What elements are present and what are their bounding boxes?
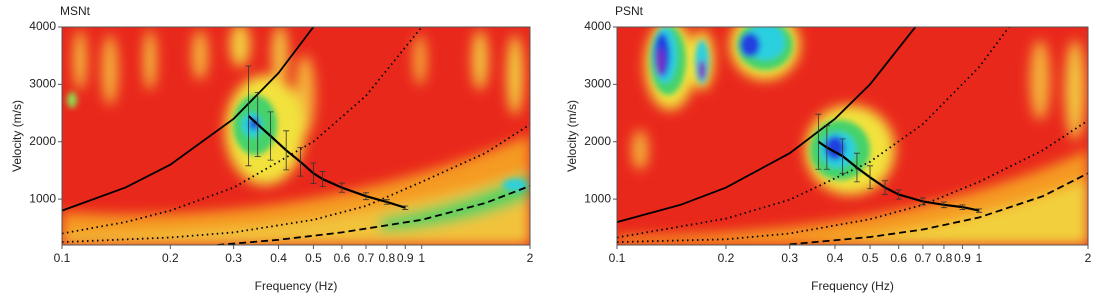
line bbox=[617, 27, 1010, 239]
error-bar-line bbox=[283, 130, 290, 171]
error-bar-line bbox=[338, 182, 345, 193]
x-tick-label: 0.3 bbox=[781, 251, 798, 265]
error-bar bbox=[362, 192, 369, 201]
error-bar bbox=[976, 208, 983, 213]
error-bar bbox=[310, 162, 317, 185]
error-bar-line bbox=[310, 162, 317, 185]
plot-frame bbox=[61, 26, 531, 246]
line bbox=[62, 123, 530, 243]
error-bar bbox=[823, 125, 830, 170]
line bbox=[62, 27, 315, 212]
x-tick-label: 0.4 bbox=[270, 251, 287, 265]
error-bar-line bbox=[267, 111, 274, 161]
error-bar bbox=[882, 180, 889, 195]
heatmap bbox=[617, 27, 1088, 245]
x-tick-label: 0.7 bbox=[358, 251, 375, 265]
error-bar-line bbox=[976, 208, 983, 213]
y-axis-label: Velocity (m/s) bbox=[10, 100, 24, 172]
line bbox=[617, 27, 917, 223]
y-tick-label: 3000 bbox=[584, 77, 611, 91]
error-bar-line bbox=[297, 147, 304, 177]
y-tick-label: 2000 bbox=[29, 134, 56, 148]
error-bar bbox=[959, 204, 966, 210]
error-bar-line bbox=[839, 138, 846, 174]
x-tick-label: 1 bbox=[976, 251, 983, 265]
chart-panel: 1000 2000 3000 4000 0.1 0.2 0.3 0.4 0.5 0.6 0.7 0.8… bbox=[10, 4, 533, 293]
y-tick-label: 1000 bbox=[29, 191, 56, 205]
error-bar-line bbox=[919, 197, 926, 206]
x-tick-label: 2 bbox=[527, 251, 534, 265]
error-bar bbox=[338, 182, 345, 193]
x-axis-label: Frequency (Hz) bbox=[255, 279, 338, 293]
error-bar bbox=[853, 152, 860, 183]
plot-area bbox=[62, 27, 530, 245]
error-bar bbox=[283, 130, 290, 171]
error-bar bbox=[895, 189, 902, 200]
x-tick-label: 0.7 bbox=[915, 251, 932, 265]
error-bar-line bbox=[815, 113, 822, 170]
y-tick-label: 1000 bbox=[584, 191, 611, 205]
x-tick-label: 0.6 bbox=[334, 251, 351, 265]
x-tick-label: 0.6 bbox=[890, 251, 907, 265]
error-bar bbox=[940, 201, 947, 209]
line bbox=[789, 172, 1088, 245]
x-tick-label: 0.5 bbox=[862, 251, 879, 265]
y-tick-label: 2000 bbox=[584, 134, 611, 148]
x-tick-label: 0.2 bbox=[718, 251, 735, 265]
x-tick-label: 1 bbox=[418, 251, 425, 265]
y-tick-label: 4000 bbox=[29, 19, 56, 33]
error-bar bbox=[319, 171, 326, 187]
error-bar bbox=[402, 205, 409, 210]
x-tick-label: 0.8 bbox=[936, 251, 953, 265]
x-axis-label: Frequency (Hz) bbox=[811, 279, 894, 293]
chart-panel: 1000 2000 3000 4000 0.1 0.2 0.3 0.4 0.5 0.6 0.7 0.8… bbox=[565, 4, 1091, 293]
x-tick-label: 0.2 bbox=[162, 251, 179, 265]
error-bar-line bbox=[882, 180, 889, 195]
error-bar-line bbox=[867, 165, 874, 190]
error-bar bbox=[815, 113, 822, 170]
y-axis-label: Velocity (m/s) bbox=[565, 100, 579, 172]
x-tick-label: 0.4 bbox=[827, 251, 844, 265]
x-tick-label: 0.3 bbox=[225, 251, 242, 265]
error-bar bbox=[383, 199, 390, 205]
chart-title: MSNt bbox=[60, 4, 91, 18]
error-bar-line bbox=[823, 125, 830, 170]
error-bar bbox=[867, 165, 874, 190]
error-bar-line bbox=[940, 201, 947, 209]
error-bar-line bbox=[402, 205, 409, 210]
error-bar-line bbox=[254, 92, 261, 158]
error-bar bbox=[245, 65, 252, 167]
y-tick-label: 4000 bbox=[584, 19, 611, 33]
error-bar-line bbox=[319, 171, 326, 187]
plot-area bbox=[617, 27, 1088, 245]
x-tick-label: 0.9 bbox=[954, 251, 971, 265]
error-bar-line bbox=[895, 189, 902, 200]
x-tick-label: 0.8 bbox=[379, 251, 396, 265]
error-bar-line bbox=[853, 152, 860, 183]
plot-frame bbox=[616, 26, 1089, 246]
error-bar bbox=[297, 147, 304, 177]
heatmap bbox=[62, 27, 530, 245]
error-bar bbox=[254, 92, 261, 158]
chart-title: PSNt bbox=[615, 4, 644, 18]
error-bar-line bbox=[383, 199, 390, 205]
x-tick-label: 0.1 bbox=[54, 251, 71, 265]
x-tick-label: 2 bbox=[1085, 251, 1092, 265]
error-bar-line bbox=[362, 192, 369, 201]
error-bar bbox=[839, 138, 846, 174]
error-bar bbox=[267, 111, 274, 161]
x-tick-label: 0.9 bbox=[397, 251, 414, 265]
x-tick-label: 0.5 bbox=[305, 251, 322, 265]
error-bar-line bbox=[245, 65, 252, 167]
x-tick-label: 0.1 bbox=[609, 251, 626, 265]
error-bar-line bbox=[959, 204, 966, 210]
y-tick-label: 3000 bbox=[29, 77, 56, 91]
line bbox=[217, 185, 530, 245]
error-bar bbox=[919, 197, 926, 206]
